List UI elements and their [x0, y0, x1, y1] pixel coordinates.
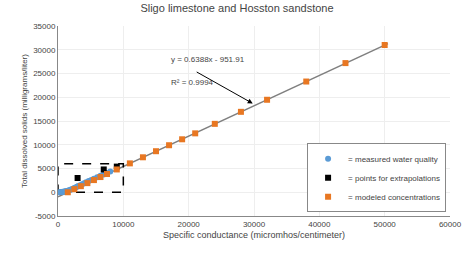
svg-text:Specific conductance (micromho: Specific conductance (micromhos/centimet…	[163, 230, 345, 240]
svg-text:30000: 30000	[243, 220, 266, 229]
svg-text:50000: 50000	[374, 220, 397, 229]
svg-text:Sligo limestone and Hosston sa: Sligo limestone and Hosston sandstone	[140, 2, 333, 14]
svg-text:0: 0	[51, 188, 56, 197]
svg-text:10000: 10000	[33, 141, 56, 150]
svg-text:10000: 10000	[112, 220, 135, 229]
svg-text:15000: 15000	[33, 117, 56, 126]
svg-text:-5000: -5000	[35, 212, 56, 221]
svg-text:25000: 25000	[33, 69, 56, 78]
svg-text:0: 0	[56, 220, 61, 229]
svg-text:20000: 20000	[33, 93, 56, 102]
svg-text:40000: 40000	[308, 220, 331, 229]
svg-text:Total dissolved solids (millig: Total dissolved solids (milligrams/liter…	[20, 54, 29, 188]
svg-text:35000: 35000	[33, 22, 56, 31]
svg-text:= modeled concentrations: = modeled concentrations	[348, 193, 440, 202]
svg-text:20000: 20000	[178, 220, 201, 229]
svg-text:5000: 5000	[38, 164, 56, 173]
svg-text:y = 0.6388x - 951.91: y = 0.6388x - 951.91	[171, 55, 245, 64]
svg-text:= points for extrapolations: = points for extrapolations	[348, 174, 440, 183]
svg-text:60000: 60000	[439, 220, 462, 229]
svg-text:= measured water quality: = measured water quality	[348, 155, 438, 164]
svg-text:R² = 0.9994: R² = 0.9994	[171, 78, 214, 87]
svg-text:30000: 30000	[33, 46, 56, 55]
